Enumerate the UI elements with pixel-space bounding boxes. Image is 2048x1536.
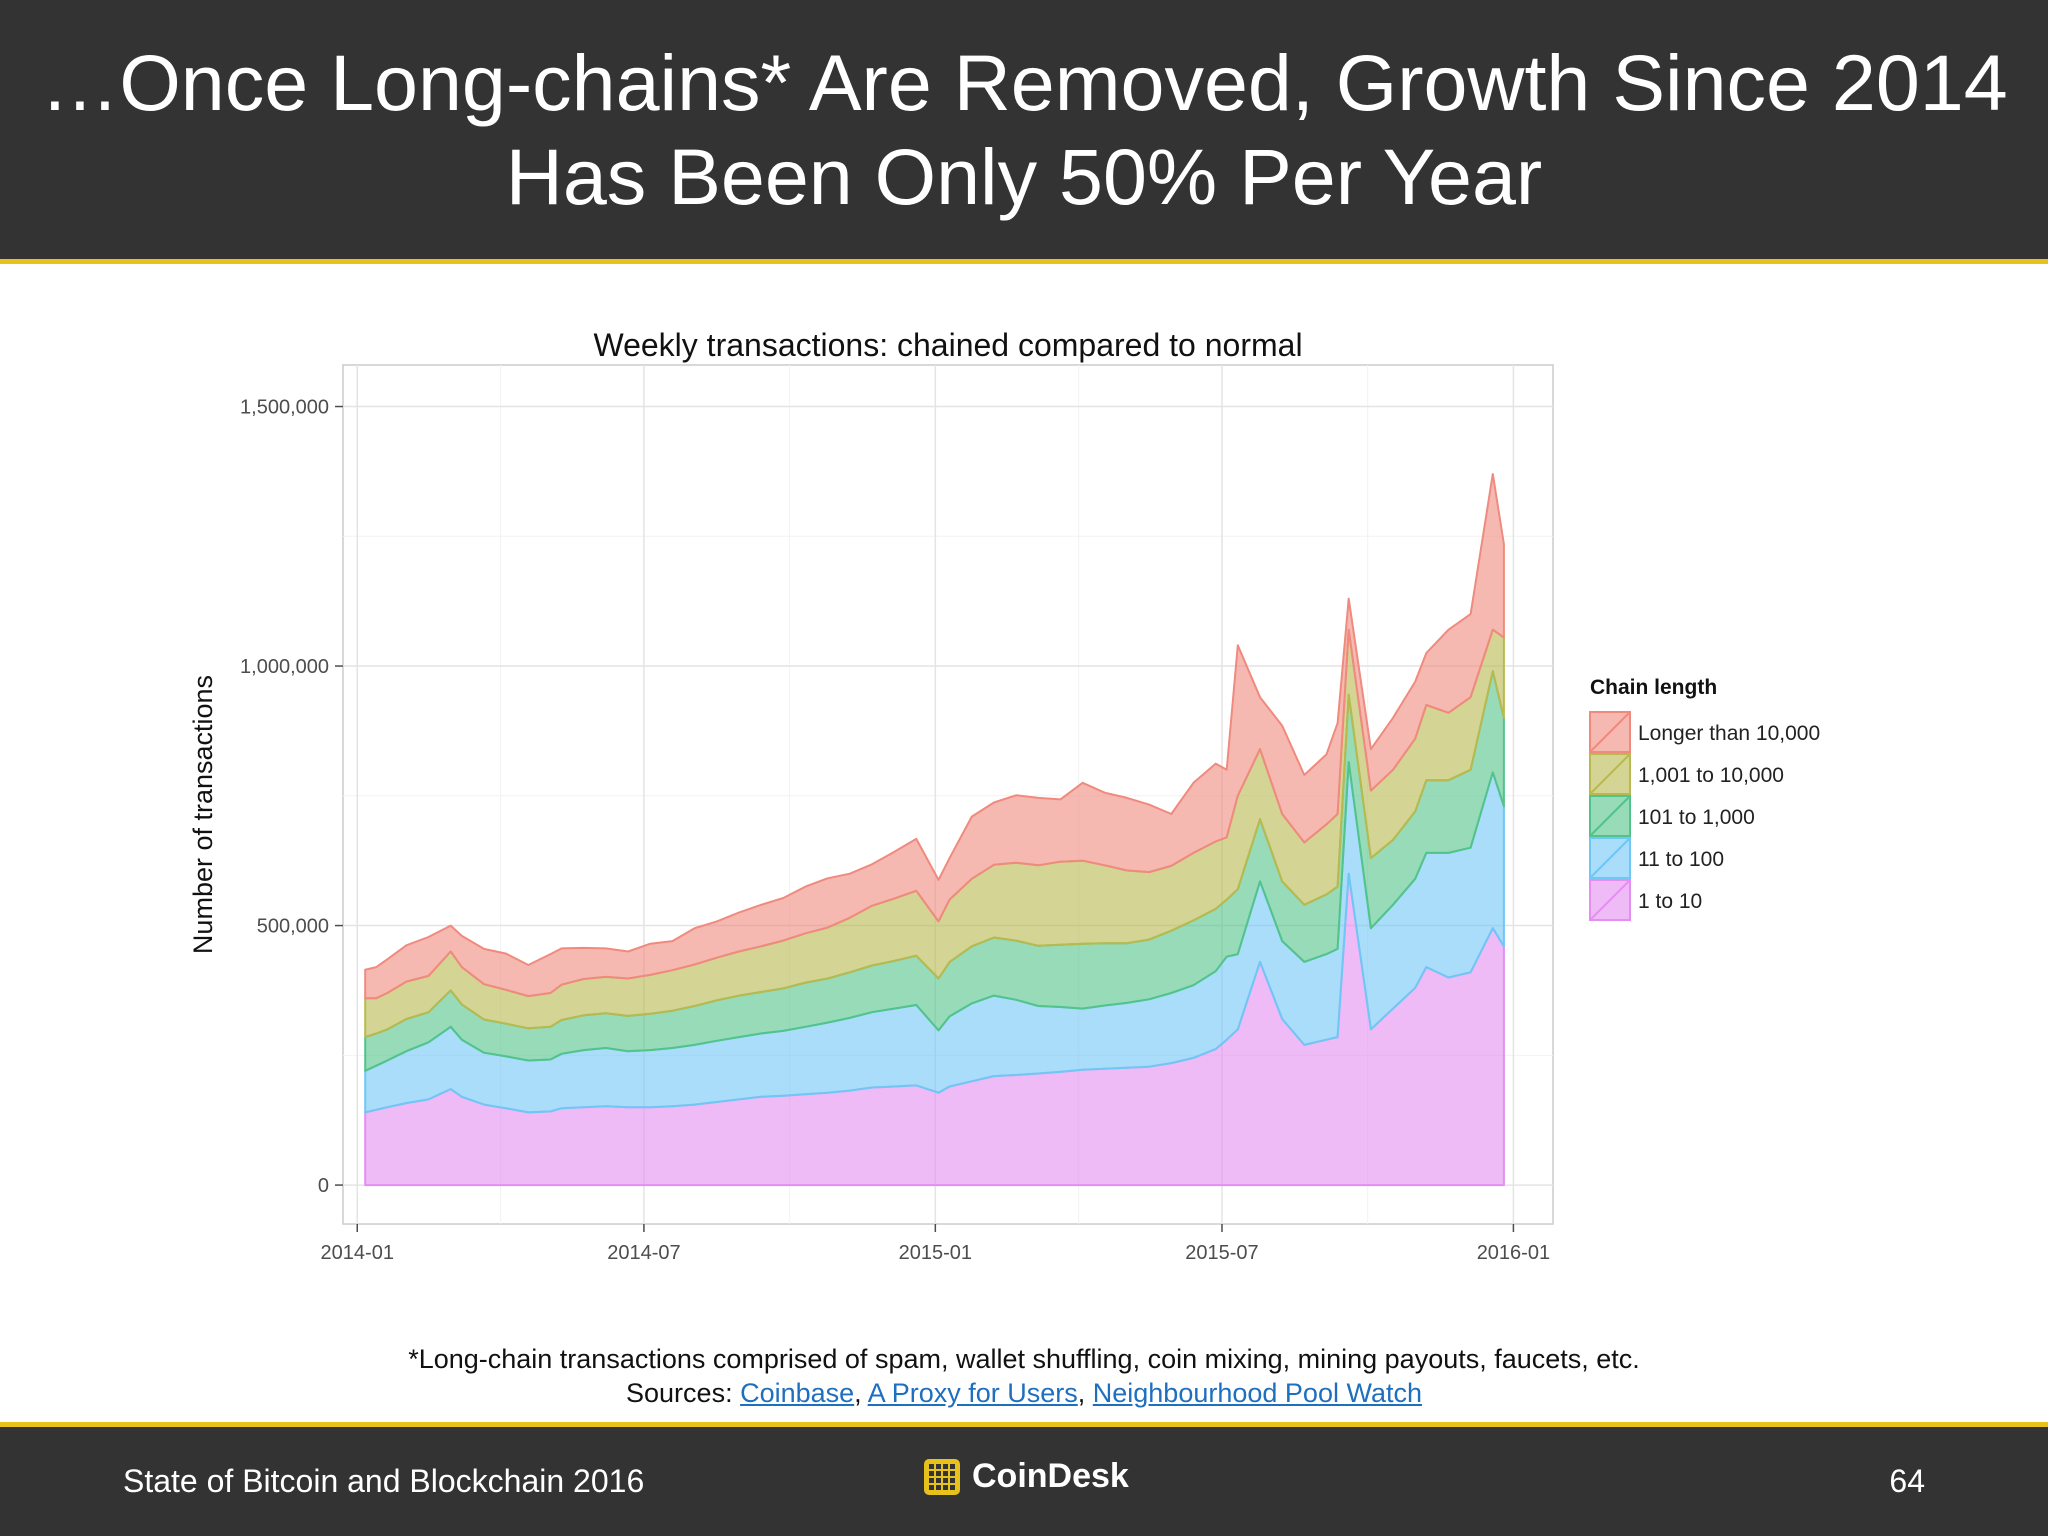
source-link-proxy-for-users[interactable]: A Proxy for Users (867, 1378, 1078, 1408)
sources-line: Sources: Coinbase, A Proxy for Users, Ne… (626, 1378, 1422, 1408)
x-tick-label: 2016-01 (1477, 1242, 1550, 1264)
legend-label: 1,001 to 10,000 (1638, 764, 1784, 787)
x-tick-label: 2015-01 (899, 1242, 972, 1264)
x-tick-label: 2014-01 (321, 1242, 394, 1264)
legend-swatch-diagonal (1589, 753, 1631, 795)
source-link-neighbourhood-pool-watch[interactable]: Neighbourhood Pool Watch (1092, 1378, 1422, 1408)
legend-swatch-diagonal (1589, 837, 1631, 879)
legend-title: Chain length (1590, 676, 1717, 699)
legend-label: 101 to 1,000 (1638, 806, 1755, 829)
legend-label: Longer than 10,000 (1638, 722, 1820, 745)
legend-label: 11 to 100 (1638, 848, 1724, 871)
slide-header: …Once Long-chains* Are Removed, Growth S… (0, 0, 2048, 264)
legend-item: 1,001 to 10,000 (1589, 753, 1784, 795)
source-link-coinbase[interactable]: Coinbase (740, 1378, 855, 1408)
legend-item: Longer than 10,000 (1589, 711, 1820, 753)
slide-title: …Once Long-chains* Are Removed, Growth S… (0, 0, 2048, 224)
legend-item: 11 to 100 (1589, 837, 1724, 879)
sources-label: Sources: (626, 1378, 733, 1408)
slide-title-line-2: Has Been Only 50% Per Year (505, 132, 1543, 221)
stacked-area-chart: 0 500,000 1,000,000 1,500,000 2014-01 2014-07… (188, 327, 1820, 1264)
y-tick-label: 500,000 (257, 916, 329, 938)
y-tick-label: 0 (318, 1175, 329, 1197)
y-tick-label: 1,000,000 (240, 656, 329, 678)
page-number: 64 (1889, 1463, 1925, 1499)
chart-area: 0 500,000 1,000,000 1,500,000 2014-01 2014-07… (0, 264, 2048, 1324)
chart-title: Weekly transactions: chained compared to… (593, 327, 1302, 363)
legend-label: 1 to 10 (1638, 890, 1702, 913)
slide-footer: State of Bitcoin and Blockchain 2016 Coi… (0, 1422, 2048, 1536)
legend-swatch-diagonal (1589, 795, 1631, 837)
coindesk-brand: CoinDesk (924, 1457, 1129, 1496)
x-tick-label: 2014-07 (607, 1242, 680, 1264)
notes: *Long-chain transactions comprised of sp… (0, 1342, 2048, 1410)
footer-report-title: State of Bitcoin and Blockchain 2016 (123, 1463, 645, 1499)
slide-title-line-1: …Once Long-chains* Are Removed, Growth S… (40, 38, 2008, 127)
footnote: *Long-chain transactions comprised of sp… (408, 1344, 1640, 1374)
coindesk-logo-icon (924, 1458, 960, 1495)
brand-name: CoinDesk (972, 1457, 1129, 1495)
legend-item: 101 to 1,000 (1589, 795, 1755, 837)
x-tick-label: 2015-07 (1185, 1242, 1258, 1264)
area-series-4 (364, 473, 1505, 1000)
legend-swatch-diagonal (1589, 711, 1631, 753)
legend-item: 1 to 10 (1589, 879, 1702, 921)
y-axis-label: Number of transactions (188, 675, 218, 954)
legend-swatch-diagonal (1589, 879, 1631, 921)
y-tick-label: 1,500,000 (240, 397, 329, 419)
